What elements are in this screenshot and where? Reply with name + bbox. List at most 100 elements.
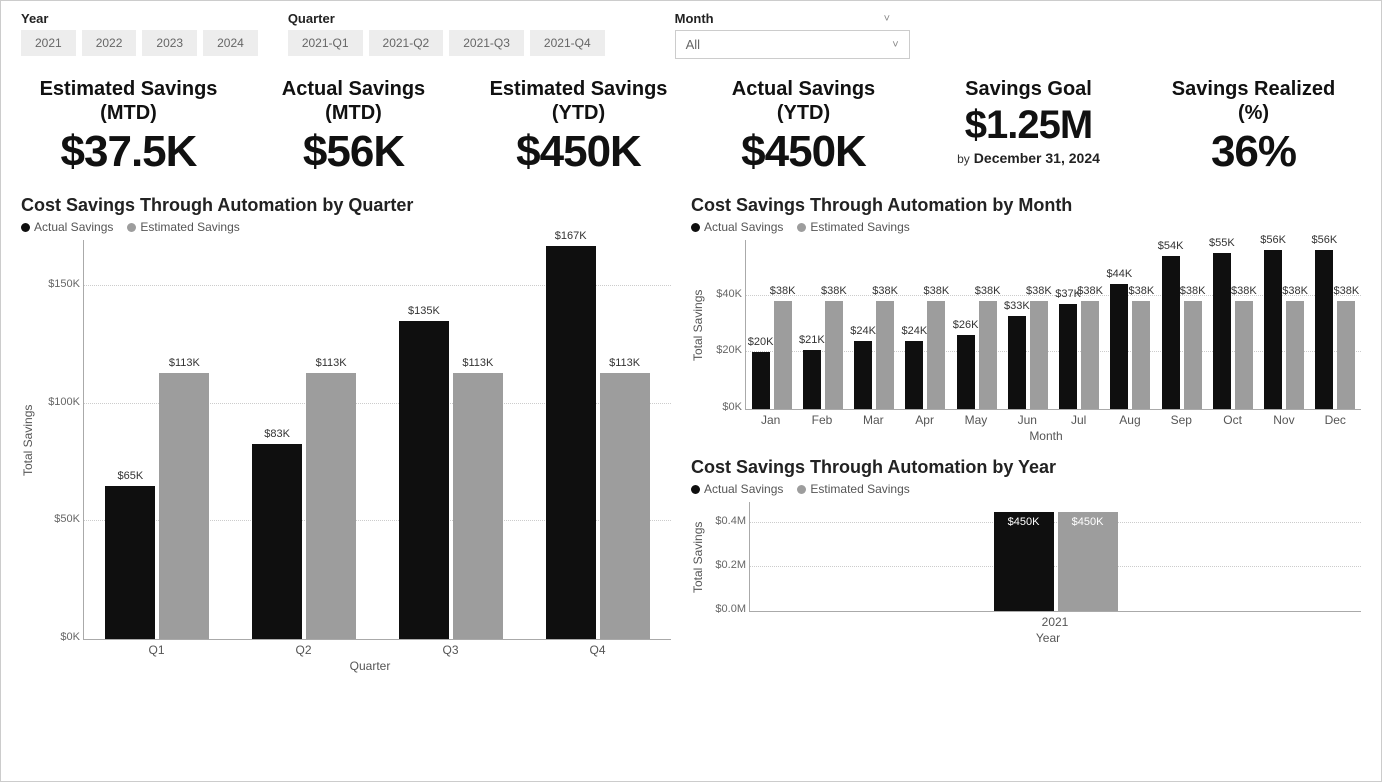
bar-group: $135K$113K	[378, 321, 525, 639]
legend-item: Actual Savings	[691, 220, 783, 234]
bar[interactable]: $38K	[825, 301, 843, 409]
y-axis-label: Total Savings	[691, 502, 705, 612]
bar[interactable]: $44K	[1110, 284, 1128, 409]
bar-label: $21K	[799, 334, 825, 346]
quarter-option[interactable]: 2021-Q3	[449, 30, 524, 56]
year-option[interactable]: 2021	[21, 30, 76, 56]
quarter-filter-group: Quarter 2021-Q12021-Q22021-Q32021-Q4	[288, 11, 605, 59]
kpi-value: $56K	[246, 127, 461, 177]
bar-group: $167K$113K	[524, 246, 671, 639]
bar[interactable]: $21K	[803, 350, 821, 410]
bar[interactable]: $113K	[453, 373, 503, 639]
bar-group: $21K$38K	[797, 301, 848, 409]
x-tick-label: Q2	[230, 640, 377, 657]
bar-label: $38K	[1026, 285, 1052, 297]
bar[interactable]: $450K	[1058, 512, 1118, 611]
bar[interactable]: $33K	[1008, 316, 1026, 410]
bar-group: $20K$38K	[746, 301, 797, 409]
bar[interactable]: $38K	[1235, 301, 1253, 409]
bar-label: $56K	[1260, 234, 1286, 246]
bar[interactable]: $38K	[927, 301, 945, 409]
chart-title: Cost Savings Through Automation by Year	[691, 457, 1361, 478]
legend-item: Estimated Savings	[797, 482, 909, 496]
bar[interactable]: $167K	[546, 246, 596, 639]
legend-dot-icon	[691, 485, 700, 494]
kpi-estimated-ytd: Estimated Savings(YTD) $450K	[471, 77, 686, 177]
bar-label: $65K	[118, 470, 144, 482]
bar-label: $38K	[770, 285, 796, 297]
year-filter-label: Year	[21, 11, 258, 26]
x-axis-label: Month	[731, 429, 1361, 443]
x-tick-label: Jan	[745, 410, 796, 427]
x-axis-label: Quarter	[69, 659, 671, 673]
month-filter-group: Month ˅ All ˅	[675, 11, 910, 59]
legend-item: Actual Savings	[21, 220, 113, 234]
bar[interactable]: $38K	[876, 301, 894, 409]
bar[interactable]: $38K	[1337, 301, 1355, 409]
bar[interactable]: $38K	[774, 301, 792, 409]
bar-label: $113K	[609, 357, 640, 369]
bar[interactable]: $113K	[159, 373, 209, 639]
bar[interactable]: $113K	[306, 373, 356, 639]
y-tick-label: $0K	[42, 631, 80, 643]
quarter-filter-label: Quarter	[288, 11, 605, 26]
quarter-option[interactable]: 2021-Q2	[369, 30, 444, 56]
bar[interactable]: $38K	[1030, 301, 1048, 409]
bar-group: $24K$38K	[900, 301, 951, 409]
bar-group: $83K$113K	[231, 373, 378, 639]
bar[interactable]: $450K	[994, 512, 1054, 611]
bar[interactable]: $38K	[1132, 301, 1150, 409]
y-tick-label: $100K	[42, 396, 80, 408]
bar-label: $24K	[902, 325, 928, 337]
filter-bar: Year 2021202220232024 Quarter 2021-Q1202…	[21, 11, 1361, 59]
quarter-option[interactable]: 2021-Q4	[530, 30, 605, 56]
bar-label: $38K	[1282, 285, 1308, 297]
kpi-actual-mtd: Actual Savings(MTD) $56K	[246, 77, 461, 177]
y-axis-label: Total Savings	[21, 240, 35, 640]
bar[interactable]: $38K	[979, 301, 997, 409]
month-dropdown[interactable]: All ˅	[675, 30, 910, 59]
bar-label: $135K	[408, 305, 440, 317]
bar-group: $65K$113K	[84, 373, 231, 639]
bar[interactable]: $54K	[1162, 256, 1180, 409]
quarter-option[interactable]: 2021-Q1	[288, 30, 363, 56]
bar-label: $24K	[850, 325, 876, 337]
kpi-value: $450K	[696, 127, 911, 177]
plot-area: $0K$50K$100K$150K$65K$113K$83K$113K$135K…	[83, 240, 671, 640]
bar[interactable]: $55K	[1213, 253, 1231, 409]
bar[interactable]: $56K	[1315, 250, 1333, 409]
year-option[interactable]: 2023	[142, 30, 197, 56]
bar-group: $24K$38K	[849, 301, 900, 409]
bar[interactable]: $24K	[854, 341, 872, 409]
bar[interactable]: $56K	[1264, 250, 1282, 409]
bar[interactable]: $38K	[1184, 301, 1202, 409]
charts-area: Cost Savings Through Automation by Quart…	[21, 195, 1361, 673]
x-tick-label: Dec	[1310, 410, 1361, 427]
bar[interactable]: $37K	[1059, 304, 1077, 409]
bar[interactable]: $83K	[252, 444, 302, 639]
chart-title: Cost Savings Through Automation by Quart…	[21, 195, 671, 216]
kpi-savings-realized: Savings Realized(%) 36%	[1146, 77, 1361, 177]
year-option[interactable]: 2022	[82, 30, 137, 56]
bar-label: $38K	[1180, 285, 1206, 297]
bar[interactable]: $20K	[752, 352, 770, 409]
bar-label: $113K	[316, 357, 347, 369]
bar-label: $44K	[1107, 268, 1133, 280]
kpi-estimated-mtd: Estimated Savings(MTD) $37.5K	[21, 77, 236, 177]
bar[interactable]: $38K	[1286, 301, 1304, 409]
bar-label: $38K	[1129, 285, 1155, 297]
bar[interactable]: $113K	[600, 373, 650, 639]
bar[interactable]: $26K	[957, 335, 975, 409]
year-option[interactable]: 2024	[203, 30, 258, 56]
bar[interactable]: $24K	[905, 341, 923, 409]
bar[interactable]: $65K	[105, 486, 155, 639]
bar-label: $20K	[748, 336, 774, 348]
y-axis-label: Total Savings	[691, 240, 705, 410]
year-chart: Cost Savings Through Automation by YearA…	[691, 457, 1361, 645]
bar-label: $33K	[1004, 300, 1030, 312]
bar[interactable]: $135K	[399, 321, 449, 639]
y-tick-label: $0.0M	[708, 603, 746, 615]
x-tick-label: May	[950, 410, 1001, 427]
bar-label: $38K	[821, 285, 847, 297]
bar[interactable]: $38K	[1081, 301, 1099, 409]
